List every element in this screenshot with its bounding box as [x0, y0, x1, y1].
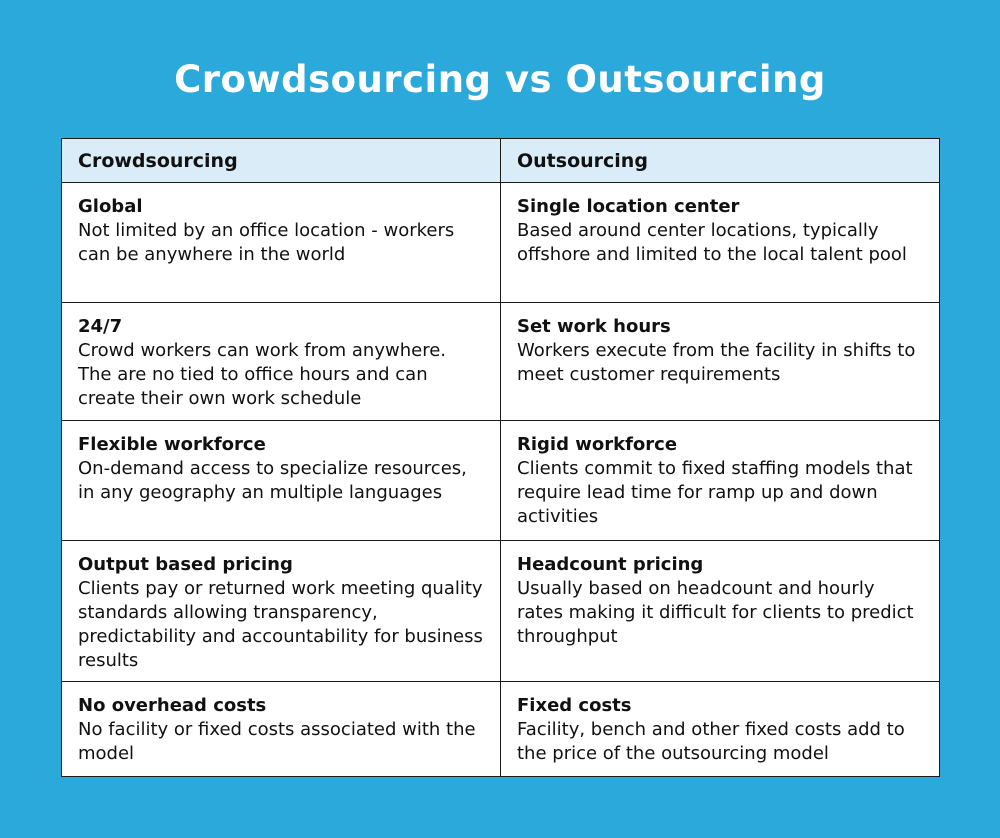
column-header-crowdsourcing: Crowdsourcing: [61, 138, 501, 183]
cell-description: Based around center locations, typically…: [517, 220, 907, 265]
table-row: 24/7 Crowd workers can work from anywher…: [61, 302, 940, 421]
cell-crowdsourcing-global: Global Not limited by an office location…: [61, 182, 501, 303]
cell-description: On-demand access to specialize resources…: [78, 458, 467, 503]
cell-outsourcing-set-work-hours: Set work hours Workers execute from the …: [500, 302, 940, 421]
cell-term: Global: [78, 196, 143, 217]
cell-description: Not limited by an office location - work…: [78, 220, 455, 265]
cell-term: Headcount pricing: [517, 554, 704, 575]
table-header-row: Crowdsourcing Outsourcing: [61, 138, 940, 183]
cell-term: Set work hours: [517, 316, 671, 337]
table-row: Flexible workforce On-demand access to s…: [61, 420, 940, 541]
cell-description: Crowd workers can work from anywhere. Th…: [78, 340, 446, 409]
cell-term: Rigid workforce: [517, 434, 678, 455]
cell-description: Workers execute from the facility in shi…: [517, 340, 916, 385]
cell-crowdsourcing-no-overhead: No overhead costs No facility or fixed c…: [61, 681, 501, 777]
cell-crowdsourcing-output-pricing: Output based pricing Clients pay or retu…: [61, 540, 501, 682]
cell-term: Output based pricing: [78, 554, 293, 575]
table-row: Output based pricing Clients pay or retu…: [61, 540, 940, 682]
comparison-table: Crowdsourcing Outsourcing Global Not lim…: [61, 138, 940, 777]
cell-description: Clients pay or returned work meeting qua…: [78, 578, 483, 671]
table-row: No overhead costs No facility or fixed c…: [61, 681, 940, 777]
cell-outsourcing-headcount-pricing: Headcount pricing Usually based on headc…: [500, 540, 940, 682]
table-row: Global Not limited by an office location…: [61, 182, 940, 303]
cell-term: Fixed costs: [517, 695, 632, 716]
page-title: Crowdsourcing vs Outsourcing: [174, 58, 826, 101]
cell-term: No overhead costs: [78, 695, 267, 716]
cell-outsourcing-single-location: Single location center Based around cent…: [500, 182, 940, 303]
cell-crowdsourcing-flexible-workforce: Flexible workforce On-demand access to s…: [61, 420, 501, 541]
cell-description: Facility, bench and other fixed costs ad…: [517, 719, 905, 764]
cell-crowdsourcing-247: 24/7 Crowd workers can work from anywher…: [61, 302, 501, 421]
cell-term: 24/7: [78, 316, 123, 337]
cell-description: Usually based on headcount and hourly ra…: [517, 578, 914, 647]
cell-description: Clients commit to fixed staffing models …: [517, 458, 913, 527]
column-header-outsourcing: Outsourcing: [500, 138, 940, 183]
cell-outsourcing-fixed-costs: Fixed costs Facility, bench and other fi…: [500, 681, 940, 777]
cell-outsourcing-rigid-workforce: Rigid workforce Clients commit to fixed …: [500, 420, 940, 541]
cell-term: Single location center: [517, 196, 740, 217]
cell-description: No facility or fixed costs associated wi…: [78, 719, 476, 764]
cell-term: Flexible workforce: [78, 434, 266, 455]
